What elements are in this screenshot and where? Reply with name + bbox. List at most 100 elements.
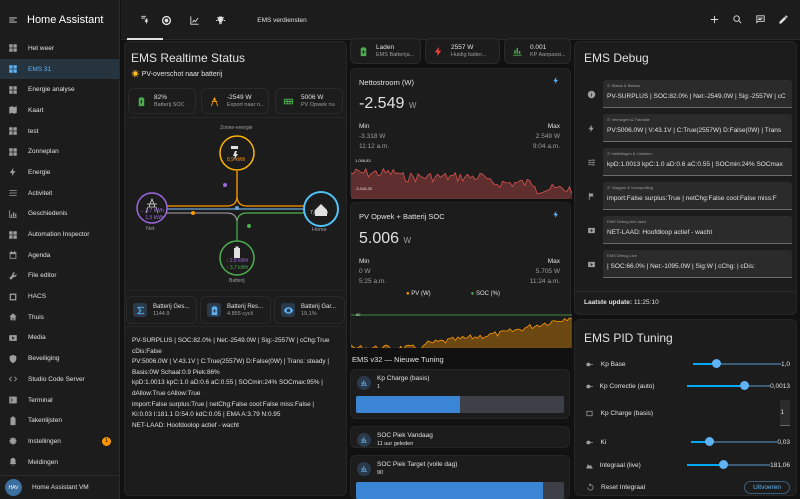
tuning-card[interactable]: SOC Piek Vandaag 11 uur geleden: [350, 426, 570, 448]
debug-text-field[interactable]: EMS Debug Net Jaad NET-LAAD: Hoofdloop ac…: [603, 216, 792, 244]
sidebar-item-zonneplan[interactable]: Zonneplan: [0, 141, 119, 162]
tuning-card[interactable]: Kp Charge (basis) 1: [350, 369, 570, 419]
grid-icon: [8, 147, 18, 157]
solar-circle: [219, 135, 255, 171]
edit-dashboard-button[interactable]: [778, 14, 790, 26]
sidebar-item-meldingen[interactable]: Meldingen: [0, 452, 119, 473]
battery-stat-chip[interactable]: Batterij Gar... 19,1%: [274, 296, 345, 324]
sidebar-item-file-editor[interactable]: File editor: [0, 266, 119, 287]
slider-knob[interactable]: [739, 381, 749, 390]
map-icon: [9, 106, 17, 115]
entity-chip[interactable]: -2549 W Export naar n...: [201, 88, 269, 114]
sidebar-item-activiteit[interactable]: Activiteit: [0, 183, 119, 204]
debug-row[interactable]: ⊙ Status & Balans PV-SURPLUS | SOC:82.0% …: [579, 79, 792, 109]
pid-slider[interactable]: [687, 381, 771, 390]
pid-slider[interactable]: [691, 437, 778, 446]
sidebar-item-media[interactable]: Media: [0, 328, 119, 349]
sidebar-item-label: Zonneplan: [28, 148, 59, 156]
sidebar-item-thuis[interactable]: Thuis: [0, 307, 119, 328]
sidebar-item-instellingen[interactable]: Instellingen 1: [0, 431, 119, 452]
sidebar-item-takenlijsten[interactable]: Takenlijsten: [0, 410, 119, 431]
pid-slider[interactable]: [687, 460, 771, 469]
entity-chip[interactable]: 2557 W Huidig batter...: [425, 38, 500, 64]
debug-text-field[interactable]: ⊙ Vlaggen & Voorspelling import:False sur…: [603, 182, 792, 210]
clipboard-icon: [10, 416, 16, 425]
flow-dot: [191, 211, 195, 215]
sidebar-item-automation-inspector[interactable]: Automation Inspector: [0, 224, 119, 245]
tuning-card[interactable]: SOC Piek Target (volle dag) 90: [350, 455, 570, 499]
sigma-icon: [136, 306, 144, 314]
entity-chip[interactable]: 0.001 KP Aanpassi...: [504, 38, 571, 64]
slider-knob[interactable]: [719, 460, 728, 469]
sidebar-item-ems-31[interactable]: EMS 31: [0, 58, 119, 80]
lightning-icon: [588, 124, 594, 132]
sidebar-item-beveiliging[interactable]: Beveiliging: [0, 348, 119, 369]
log-line: Basis:0W Schaal:0.9 Piek:86%: [132, 368, 220, 376]
debug-row[interactable]: ⊙ Vermogen & Transitie PV:5006.0W | V:43.…: [579, 113, 792, 143]
gear-icon: [8, 436, 18, 446]
entity-chip[interactable]: Laden EMS Batterija...: [350, 38, 421, 64]
tuning-bar: [356, 396, 564, 413]
sidebar-item-kaart[interactable]: Kaart: [0, 100, 119, 121]
tab-ems-flow[interactable]: [127, 0, 163, 40]
tab-target[interactable]: [153, 0, 179, 40]
sidebar-item-geschiedenis[interactable]: Geschiedenis: [0, 204, 119, 225]
debug-field-value: PV:5006.0W | V:43.1V | C:True(2557W) D:F…: [607, 127, 782, 134]
hacs-icon: [9, 293, 17, 300]
sidebar-list: Het weer EMS 31 Energie analyse Kaart test Zo…: [0, 38, 119, 472]
slider-icon: [579, 438, 600, 447]
tuning-bar-fill: [356, 396, 460, 413]
battery-stat-chip[interactable]: Batterij Ges... 1144.9: [126, 296, 197, 324]
debug-text-field[interactable]: ⊙ Instellingen & Limieten kpD:1.0013 kpC:…: [603, 148, 792, 176]
search-button[interactable]: [732, 14, 744, 26]
battery-icon: [234, 246, 240, 258]
sidebar-item-energie[interactable]: Energie: [0, 162, 119, 183]
battery-stat-chip[interactable]: Batterij Res... 4.855 cycli: [200, 296, 271, 324]
sidebar-item-label: Automation Inspector: [28, 231, 90, 239]
netstroom-max-value: 2.549 W: [535, 133, 560, 140]
netstroom-card[interactable]: Nettostroom (W) -2.549 W Min Max -3.318 …: [350, 68, 572, 199]
chart-icon: [8, 209, 18, 219]
slider-fill: [687, 464, 723, 466]
chip-value: 82%: [154, 93, 168, 101]
debug-row[interactable]: ⊙ Instellingen & Limieten kpD:1.0013 kpC:…: [579, 147, 792, 177]
legend-soc[interactable]: ● SOC (%): [470, 291, 500, 297]
debug-text-field[interactable]: ⊙ Status & Balans PV-SURPLUS | SOC:82.0% …: [603, 80, 792, 108]
media-icon: [9, 335, 17, 341]
debug-row[interactable]: EMS Debug Live | SOC:66.0% | Net:-1095.0W…: [579, 249, 792, 279]
sidebar-item-terminal[interactable]: Terminal: [0, 390, 119, 411]
debug-text-field[interactable]: ⊙ Vermogen & Transitie PV:5006.0W | V:43.…: [603, 114, 792, 142]
menu-icon[interactable]: [8, 15, 18, 25]
plus-icon: [710, 15, 719, 24]
slider-knob[interactable]: [712, 359, 722, 368]
slider-knob[interactable]: [704, 437, 714, 446]
debug-text-field[interactable]: EMS Debug Live | SOC:66.0% | Net:-1095.0W…: [603, 250, 792, 278]
tab-chart[interactable]: [181, 0, 207, 40]
battery-plus-icon: [207, 303, 221, 317]
sidebar-item-hacs[interactable]: HACS: [0, 286, 119, 307]
flow-dot: [247, 224, 251, 228]
assist-button[interactable]: [755, 14, 767, 26]
add-button[interactable]: [709, 14, 721, 26]
tab-lightbulb[interactable]: [207, 0, 233, 40]
entity-chip[interactable]: 5006 W PV Opwek nu: [275, 88, 343, 114]
entity-chip[interactable]: 82% Batterij SOC: [128, 88, 196, 114]
execute-button[interactable]: Uitvoeren: [744, 480, 790, 494]
pv-card[interactable]: PV Opwek + Batterij SOC 5.006 W Min Max …: [350, 202, 572, 348]
sidebar-item-studio-code-server[interactable]: Studio Code Server: [0, 369, 119, 390]
pid-row: Ki 0,03: [579, 433, 790, 451]
debug-row[interactable]: EMS Debug Net Jaad NET-LAAD: Hoofdloop ac…: [579, 215, 792, 245]
sidebar-item-het-weer[interactable]: Het weer: [0, 38, 119, 59]
pid-slider[interactable]: [693, 359, 781, 368]
debug-row[interactable]: ⊙ Vlaggen & Voorspelling import:False sur…: [579, 181, 792, 211]
pid-input[interactable]: 1: [780, 400, 790, 426]
tuning-card-title: SOC Piek Vandaag: [377, 432, 433, 439]
tab-ems-verdiensten[interactable]: EMS verdiensten: [237, 0, 327, 40]
sidebar-user[interactable]: HAV Home Assistant VM: [0, 475, 120, 499]
sidebar-item-agenda[interactable]: Agenda: [0, 245, 119, 266]
legend-pv[interactable]: ● PV (W): [406, 291, 431, 297]
debug-field-value: | SOC:66.0% | Net:-1095.0W | Sig:W | cCh…: [607, 263, 755, 270]
sidebar-item-energie-analyse[interactable]: Energie analyse: [0, 79, 119, 100]
app-title: Home Assistant: [27, 14, 104, 26]
sidebar-item-test[interactable]: test: [0, 121, 119, 142]
